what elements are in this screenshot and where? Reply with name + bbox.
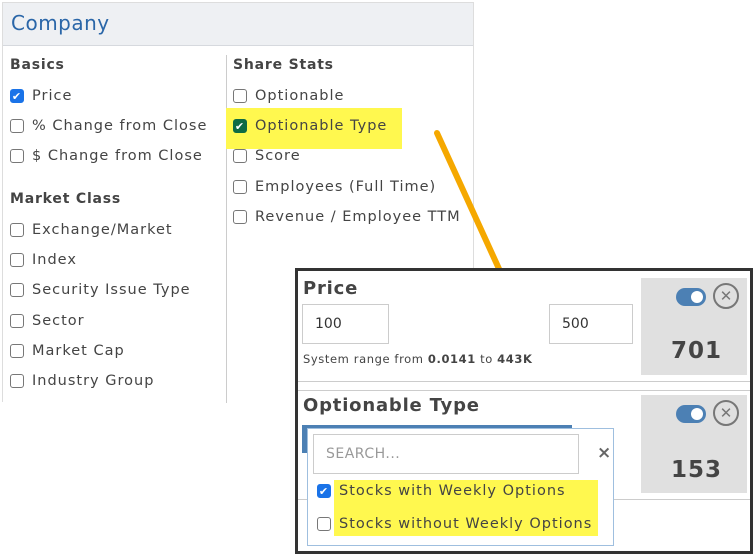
- field-option[interactable]: Optionable: [233, 88, 344, 104]
- checkbox-checked-icon[interactable]: ✔: [10, 89, 24, 103]
- checkbox-checked-icon[interactable]: ✔: [317, 484, 331, 498]
- divider: [298, 381, 750, 382]
- field-option[interactable]: Index: [10, 252, 77, 268]
- checkbox-icon[interactable]: [233, 210, 247, 224]
- checkbox-icon[interactable]: [10, 344, 24, 358]
- optionable-type-count: 153: [671, 457, 723, 483]
- optionable-type-toggle[interactable]: [676, 405, 706, 423]
- column-divider: [226, 55, 227, 403]
- price-filter-title: Price: [303, 278, 359, 299]
- clear-search-icon[interactable]: ×: [597, 443, 612, 463]
- highlight: [226, 108, 402, 149]
- optionable-type-count-box: ✕ 153: [641, 395, 747, 493]
- share-stats-heading: Share Stats: [233, 57, 334, 73]
- field-option[interactable]: % Change from Close: [10, 118, 207, 134]
- filter-panel: Price 100 500 System range from 0.0141 t…: [295, 268, 753, 554]
- field-option[interactable]: Score: [233, 148, 301, 164]
- price-max-input[interactable]: 500: [549, 304, 633, 344]
- basics-heading: Basics: [10, 57, 65, 73]
- checkbox-icon[interactable]: [233, 180, 247, 194]
- remove-optionable-type-filter-icon[interactable]: ✕: [713, 400, 739, 426]
- price-toggle[interactable]: [676, 288, 706, 306]
- checkbox-icon[interactable]: [317, 517, 331, 531]
- options-highlight: [334, 480, 598, 536]
- option-weekly[interactable]: ✔ Stocks with Weekly Options: [317, 483, 566, 499]
- field-option[interactable]: Security Issue Type: [10, 282, 191, 298]
- optionable-type-filter-title: Optionable Type: [303, 395, 480, 416]
- panel-title: Company: [3, 3, 473, 46]
- field-option[interactable]: Employees (Full Time): [233, 179, 436, 195]
- field-option[interactable]: ✔ Price: [10, 88, 73, 104]
- price-count-box: ✕ 701: [641, 278, 747, 375]
- divider: [298, 390, 750, 391]
- checkbox-checked-icon[interactable]: ✔: [233, 119, 247, 133]
- price-count: 701: [671, 338, 723, 364]
- field-option[interactable]: ✔ Optionable Type: [233, 118, 388, 134]
- checkbox-icon[interactable]: [233, 149, 247, 163]
- system-range: System range from 0.0141 to 443K: [303, 352, 533, 366]
- field-option[interactable]: $ Change from Close: [10, 148, 203, 164]
- checkbox-icon[interactable]: [10, 253, 24, 267]
- remove-price-filter-icon[interactable]: ✕: [713, 283, 739, 309]
- field-option[interactable]: Industry Group: [10, 373, 154, 389]
- optionable-type-dropdown: SEARCH... × ✔ Stocks with Weekly Options …: [307, 428, 614, 546]
- checkbox-icon[interactable]: [233, 89, 247, 103]
- checkbox-icon[interactable]: [10, 223, 24, 237]
- price-min-input[interactable]: 100: [302, 304, 389, 344]
- checkbox-icon[interactable]: [10, 283, 24, 297]
- field-option[interactable]: Market Cap: [10, 343, 125, 359]
- field-option[interactable]: Revenue / Employee TTM: [233, 209, 461, 225]
- option-no-weekly[interactable]: Stocks without Weekly Options: [317, 516, 592, 532]
- checkbox-icon[interactable]: [10, 314, 24, 328]
- field-option[interactable]: Exchange/Market: [10, 222, 173, 238]
- market-class-heading: Market Class: [10, 191, 122, 207]
- field-option[interactable]: Sector: [10, 313, 85, 329]
- checkbox-icon[interactable]: [10, 374, 24, 388]
- dropdown-search-input[interactable]: SEARCH...: [313, 434, 579, 474]
- checkbox-icon[interactable]: [10, 149, 24, 163]
- company-panel: Company: [2, 2, 474, 403]
- checkbox-icon[interactable]: [10, 119, 24, 133]
